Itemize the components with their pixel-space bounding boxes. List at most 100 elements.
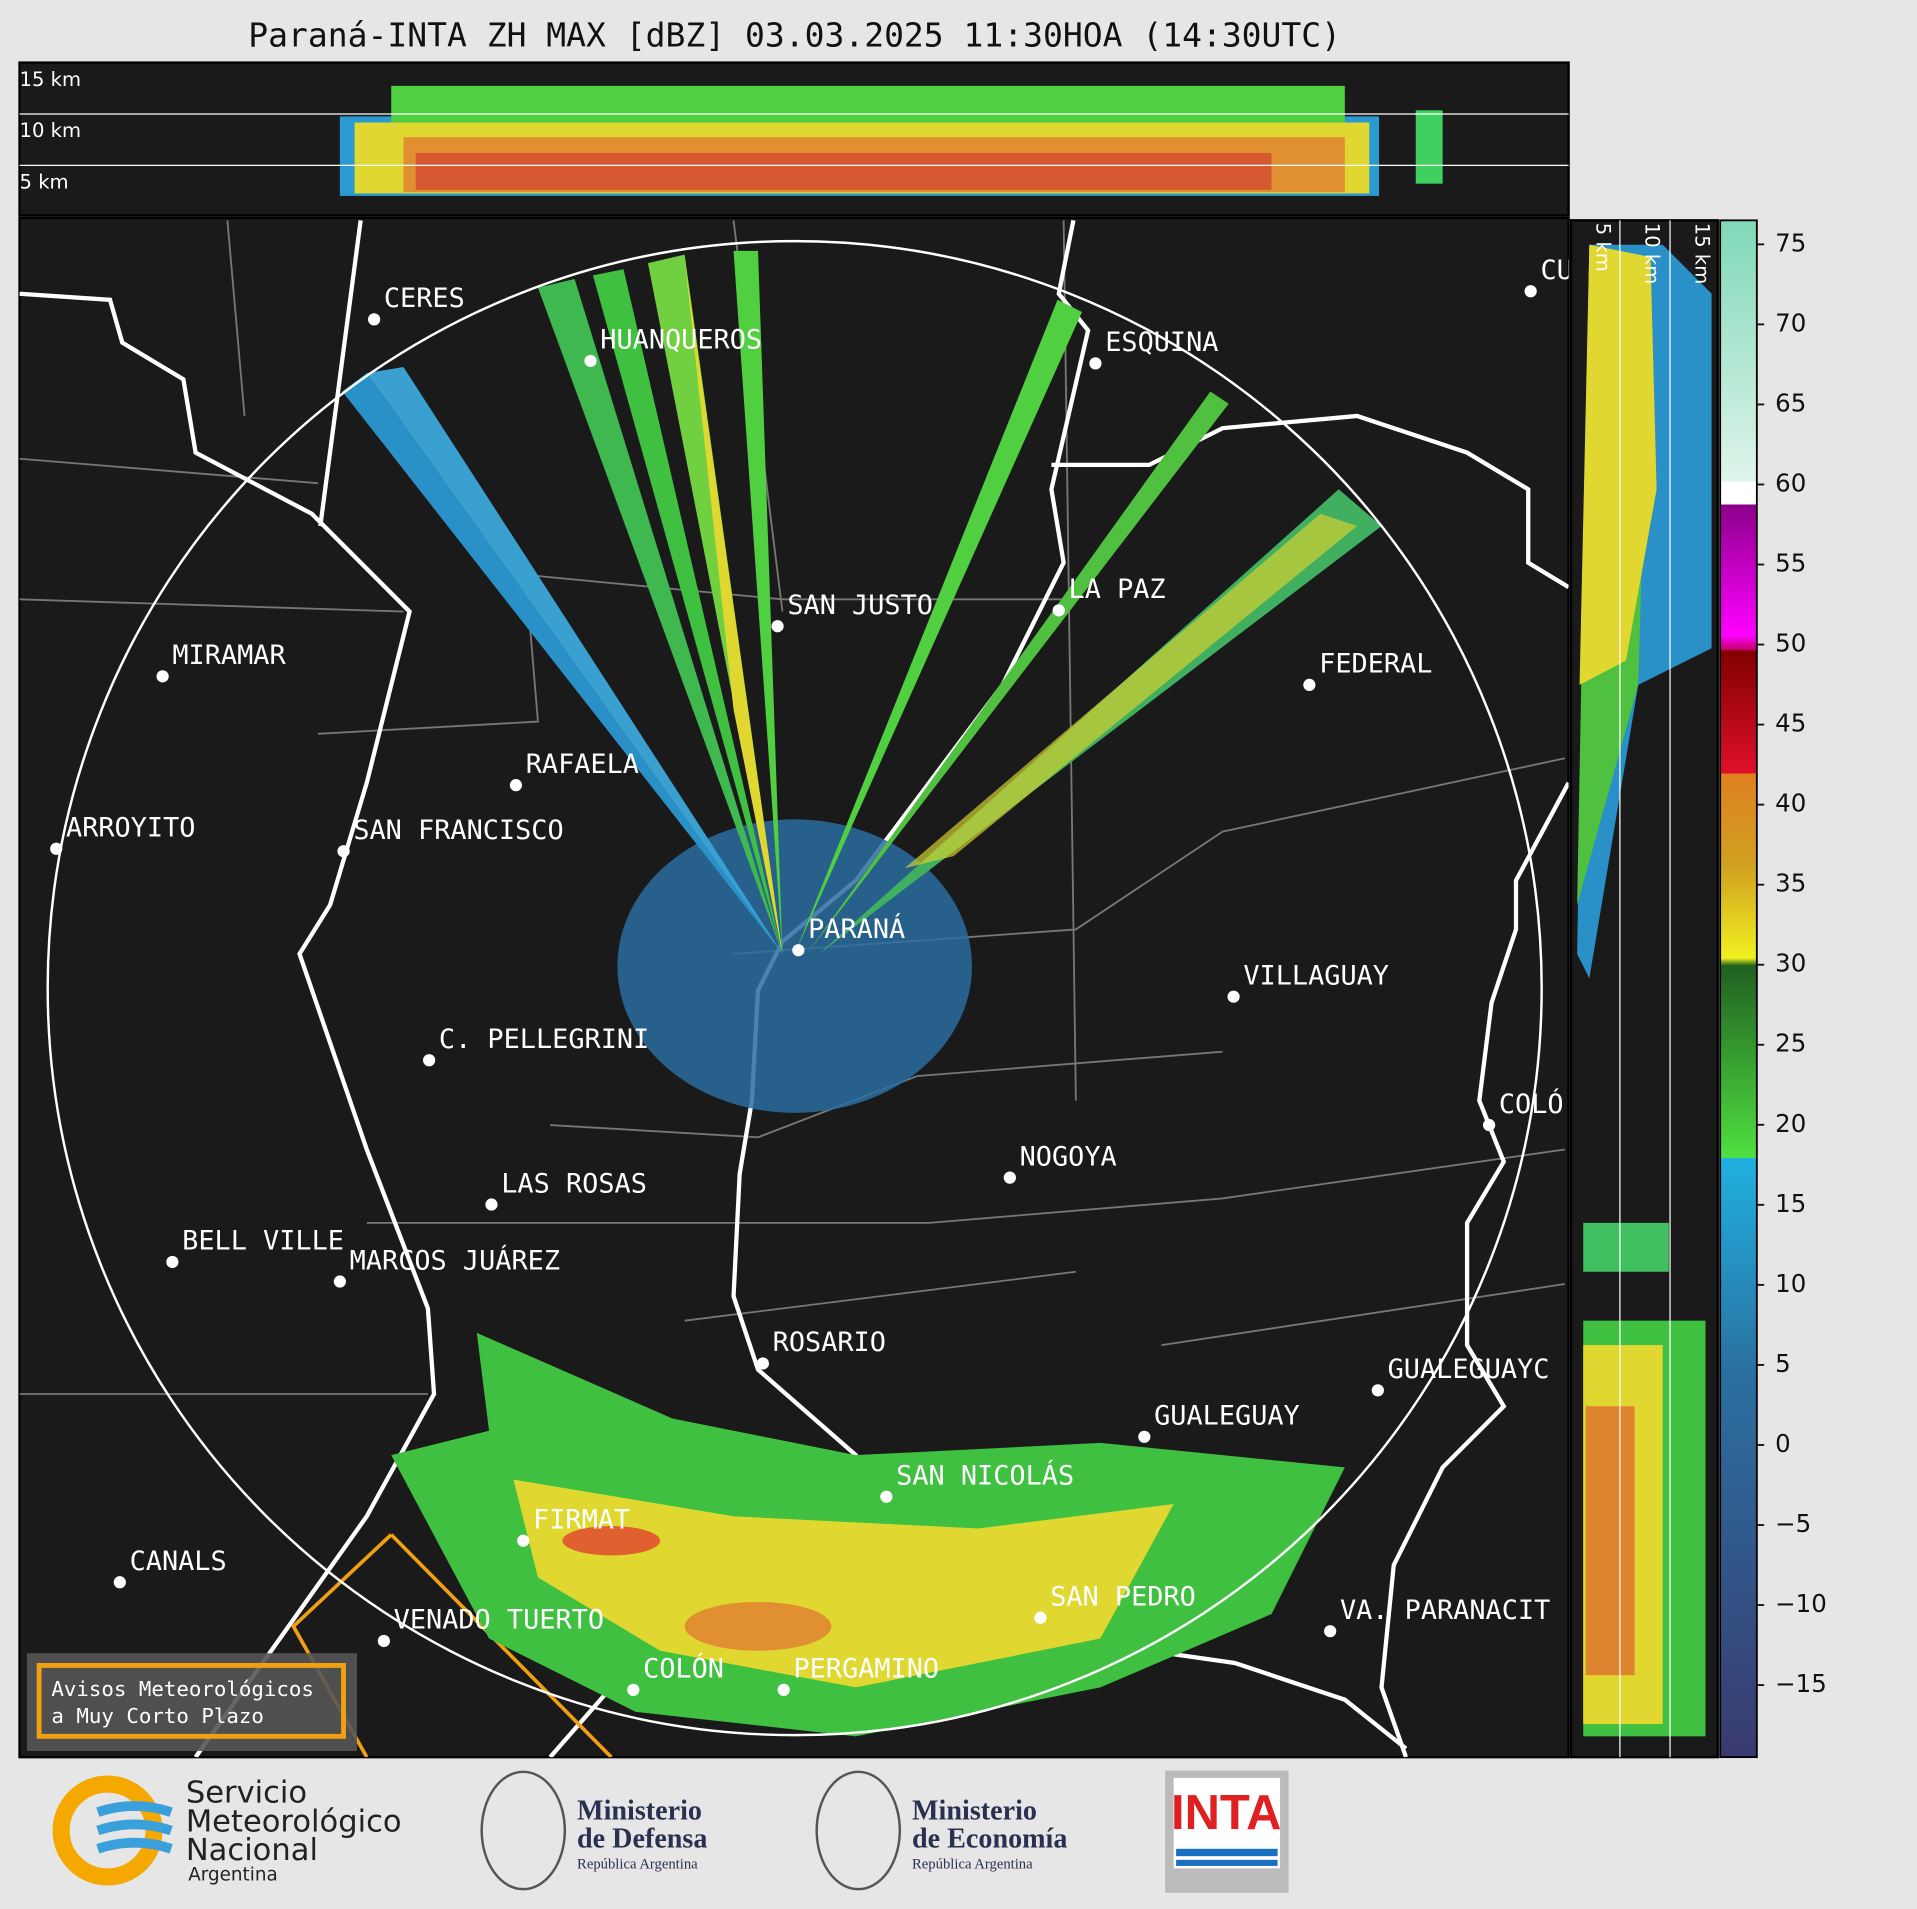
colorbar-tick-label: 65 <box>1775 388 1806 417</box>
colorbar-tick-label: 30 <box>1775 949 1806 978</box>
city-label: COLÓ <box>1499 1088 1564 1120</box>
city-label: GUALEGUAYC <box>1388 1354 1550 1385</box>
city-dot <box>792 944 805 957</box>
height-label: 15 km <box>20 68 81 91</box>
colorbar-tick-label: 75 <box>1775 228 1806 257</box>
city-dot <box>337 845 350 858</box>
city-label: HUANQUEROS <box>600 325 762 356</box>
city-dot <box>777 1683 790 1696</box>
logo-text: Argentina <box>188 1865 277 1886</box>
colorbar-tick-label: 10 <box>1775 1269 1806 1298</box>
warning-border <box>36 1662 346 1739</box>
side-echo <box>1577 244 1712 1737</box>
city-label: ARROYITO <box>66 813 195 844</box>
logo-text: INTA <box>1171 1786 1281 1840</box>
colorbar-tick-label: 25 <box>1775 1029 1806 1058</box>
cities: CERES HUANQUEROS ESQUINA CU SAN JUSTO LA PAZ M… <box>50 255 1572 1696</box>
height-label: 10 km <box>20 119 81 142</box>
city-dot <box>113 1576 126 1589</box>
city-label: CANALS <box>130 1546 227 1577</box>
city-dot <box>1034 1611 1047 1624</box>
city-dot <box>584 354 597 368</box>
radar-echo <box>342 250 1382 1737</box>
logo-text: Meteorológico <box>186 1805 402 1840</box>
city-dot <box>1371 1384 1384 1397</box>
colorbar-tick-label: 0 <box>1775 1429 1791 1458</box>
colorbar-tick-label: −15 <box>1775 1669 1827 1698</box>
height-label: 15 km <box>1691 223 1714 284</box>
city-label: FEDERAL <box>1319 649 1432 680</box>
map-layer: CERES HUANQUEROS ESQUINA CU SAN JUSTO LA PAZ M… <box>19 219 1572 1758</box>
city-dot <box>509 779 523 792</box>
logo-text: de Economía <box>912 1824 1067 1855</box>
city-label: SAN JUSTO <box>787 590 933 621</box>
logo-smn: Servicio Meteorológico Nacional Argentin… <box>52 1775 402 1886</box>
colorbar-tick-label: −10 <box>1775 1589 1827 1618</box>
height-label: 5 km <box>1592 223 1615 272</box>
city-label: VA. PARANACIT <box>1340 1595 1550 1626</box>
city-dot <box>1138 1430 1151 1443</box>
city-dot <box>1052 604 1065 617</box>
city-label: LAS ROSAS <box>501 1168 647 1199</box>
colorbar-tick-label: 20 <box>1775 1109 1806 1138</box>
city-label: GUALEGUAY <box>1154 1401 1300 1432</box>
city-dot <box>377 1634 391 1648</box>
city-label: RAFAELA <box>526 749 639 780</box>
city-dot <box>423 1054 436 1067</box>
city-dot <box>1482 1118 1496 1132</box>
colorbar <box>1719 219 1758 1759</box>
city-dot <box>166 1255 179 1269</box>
city-dot <box>1303 678 1316 692</box>
colorbar-tick-label: −5 <box>1775 1509 1811 1538</box>
city-label: MIRAMAR <box>172 640 286 671</box>
logo-text: Nacional <box>186 1833 318 1868</box>
logo-economia: Ministerio de Economía República Argenti… <box>815 1770 1067 1891</box>
title: Paraná-INTA ZH MAX [dBZ] 03.03.2025 11:3… <box>248 16 1341 55</box>
city-label: BELL VILLE <box>182 1226 344 1257</box>
city-dot <box>771 620 784 633</box>
logo-text: de Defensa <box>577 1824 707 1855</box>
city-dot <box>1324 1625 1337 1638</box>
logo-text: Ministerio <box>577 1795 702 1826</box>
city-label: COLÓN <box>643 1653 724 1685</box>
colorbar-tick-label: 60 <box>1775 468 1806 497</box>
logo-text: Servicio <box>186 1775 307 1810</box>
city-label: MARCOS JUÁREZ <box>350 1244 560 1276</box>
city-dot <box>756 1357 770 1370</box>
city-dot <box>485 1198 498 1211</box>
city-label: PARANÁ <box>808 913 905 945</box>
colorbar-tick-label: 35 <box>1775 869 1806 898</box>
city-label: PERGAMINO <box>793 1654 939 1685</box>
city-label: VENADO TUERTO <box>394 1605 604 1636</box>
logo-text: República Argentina <box>577 1856 698 1872</box>
city-label: SAN FRANCISCO <box>353 815 563 846</box>
colorbar-tick-label: 50 <box>1775 629 1806 658</box>
warning-text: a Muy Corto Plazo <box>51 1704 264 1728</box>
city-dot <box>333 1275 346 1288</box>
city-label: SAN NICOLÁS <box>896 1459 1074 1491</box>
city-dot <box>517 1534 530 1547</box>
city-dot <box>627 1683 640 1696</box>
colorbar-tick-label: 40 <box>1775 789 1806 818</box>
logo-defensa: Ministerio de Defensa República Argentin… <box>480 1770 707 1891</box>
city-dot <box>50 842 63 855</box>
city-dot <box>1524 285 1537 298</box>
city-label: ROSARIO <box>773 1327 886 1358</box>
height-label: 10 km <box>1641 223 1664 284</box>
city-dot <box>1227 990 1240 1003</box>
city-label: CU <box>1540 255 1572 286</box>
city-dot <box>1089 357 1102 370</box>
city-dot <box>367 313 381 326</box>
colorbar-tick-label: 15 <box>1775 1189 1806 1218</box>
city-dot <box>880 1490 893 1503</box>
city-label: FIRMAT <box>533 1504 630 1535</box>
warning-text: Avisos Meteorológicos <box>51 1677 314 1701</box>
city-label: NOGOYA <box>1020 1141 1117 1172</box>
city-label: ESQUINA <box>1105 327 1218 358</box>
colorbar-tick-label: 70 <box>1775 308 1806 337</box>
logo-text: Ministerio <box>912 1795 1037 1826</box>
city-label: VILLAGUAY <box>1243 960 1389 991</box>
